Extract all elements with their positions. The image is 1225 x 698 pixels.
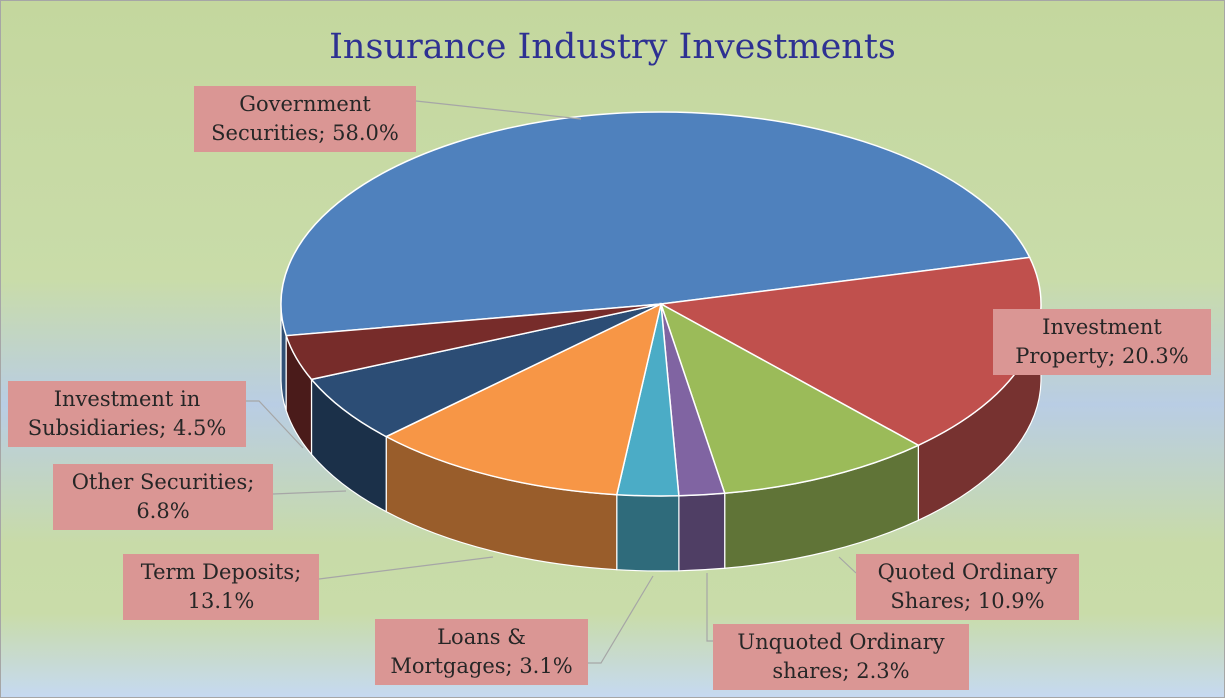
slice bbox=[285, 303, 662, 381]
leader-line bbox=[318, 556, 494, 580]
leader-line bbox=[706, 573, 713, 642]
chart-title: Insurance Industry Investments bbox=[329, 27, 896, 67]
leader-line bbox=[246, 400, 304, 449]
data-label: Other Securities 6.8% bbox=[53, 464, 273, 530]
label-category: Term Deposits bbox=[141, 560, 302, 584]
leader-line bbox=[272, 490, 347, 495]
label-value: 3.1% bbox=[519, 654, 573, 678]
data-label: Investment in Subsidiaries4.5% bbox=[8, 381, 246, 447]
label-category: Loans & Mortgages bbox=[390, 625, 526, 678]
data-label: Unquoted Ordinary shares2.3% bbox=[713, 624, 969, 690]
label-value: 58.0% bbox=[332, 121, 399, 145]
data-label: Government Securities58.0% bbox=[194, 86, 416, 152]
label-value: 13.1% bbox=[187, 589, 255, 613]
slice bbox=[384, 302, 663, 496]
slice bbox=[659, 302, 920, 495]
slice-side bbox=[616, 494, 680, 572]
label-value: 6.8% bbox=[136, 499, 190, 523]
leader-line bbox=[838, 556, 857, 574]
slice-side bbox=[678, 492, 726, 572]
data-label: Quoted Ordinary Shares10.9% bbox=[856, 554, 1079, 620]
label-category: Unquoted Ordinary shares bbox=[737, 630, 944, 683]
label-value: 2.3% bbox=[856, 659, 910, 683]
slice bbox=[310, 303, 662, 438]
data-label: Loans & Mortgages3.1% bbox=[375, 619, 588, 685]
label-value: 10.9% bbox=[977, 589, 1045, 613]
leader-line bbox=[415, 100, 582, 120]
label-value: 4.5% bbox=[172, 416, 227, 440]
label-value: 20.3% bbox=[1122, 344, 1189, 368]
slice bbox=[280, 111, 1031, 337]
data-label: Term Deposits 13.1% bbox=[123, 554, 319, 620]
data-label: Investment Property20.3% bbox=[993, 309, 1211, 375]
leader-line bbox=[588, 575, 654, 664]
label-category: Other Securities bbox=[72, 470, 255, 494]
